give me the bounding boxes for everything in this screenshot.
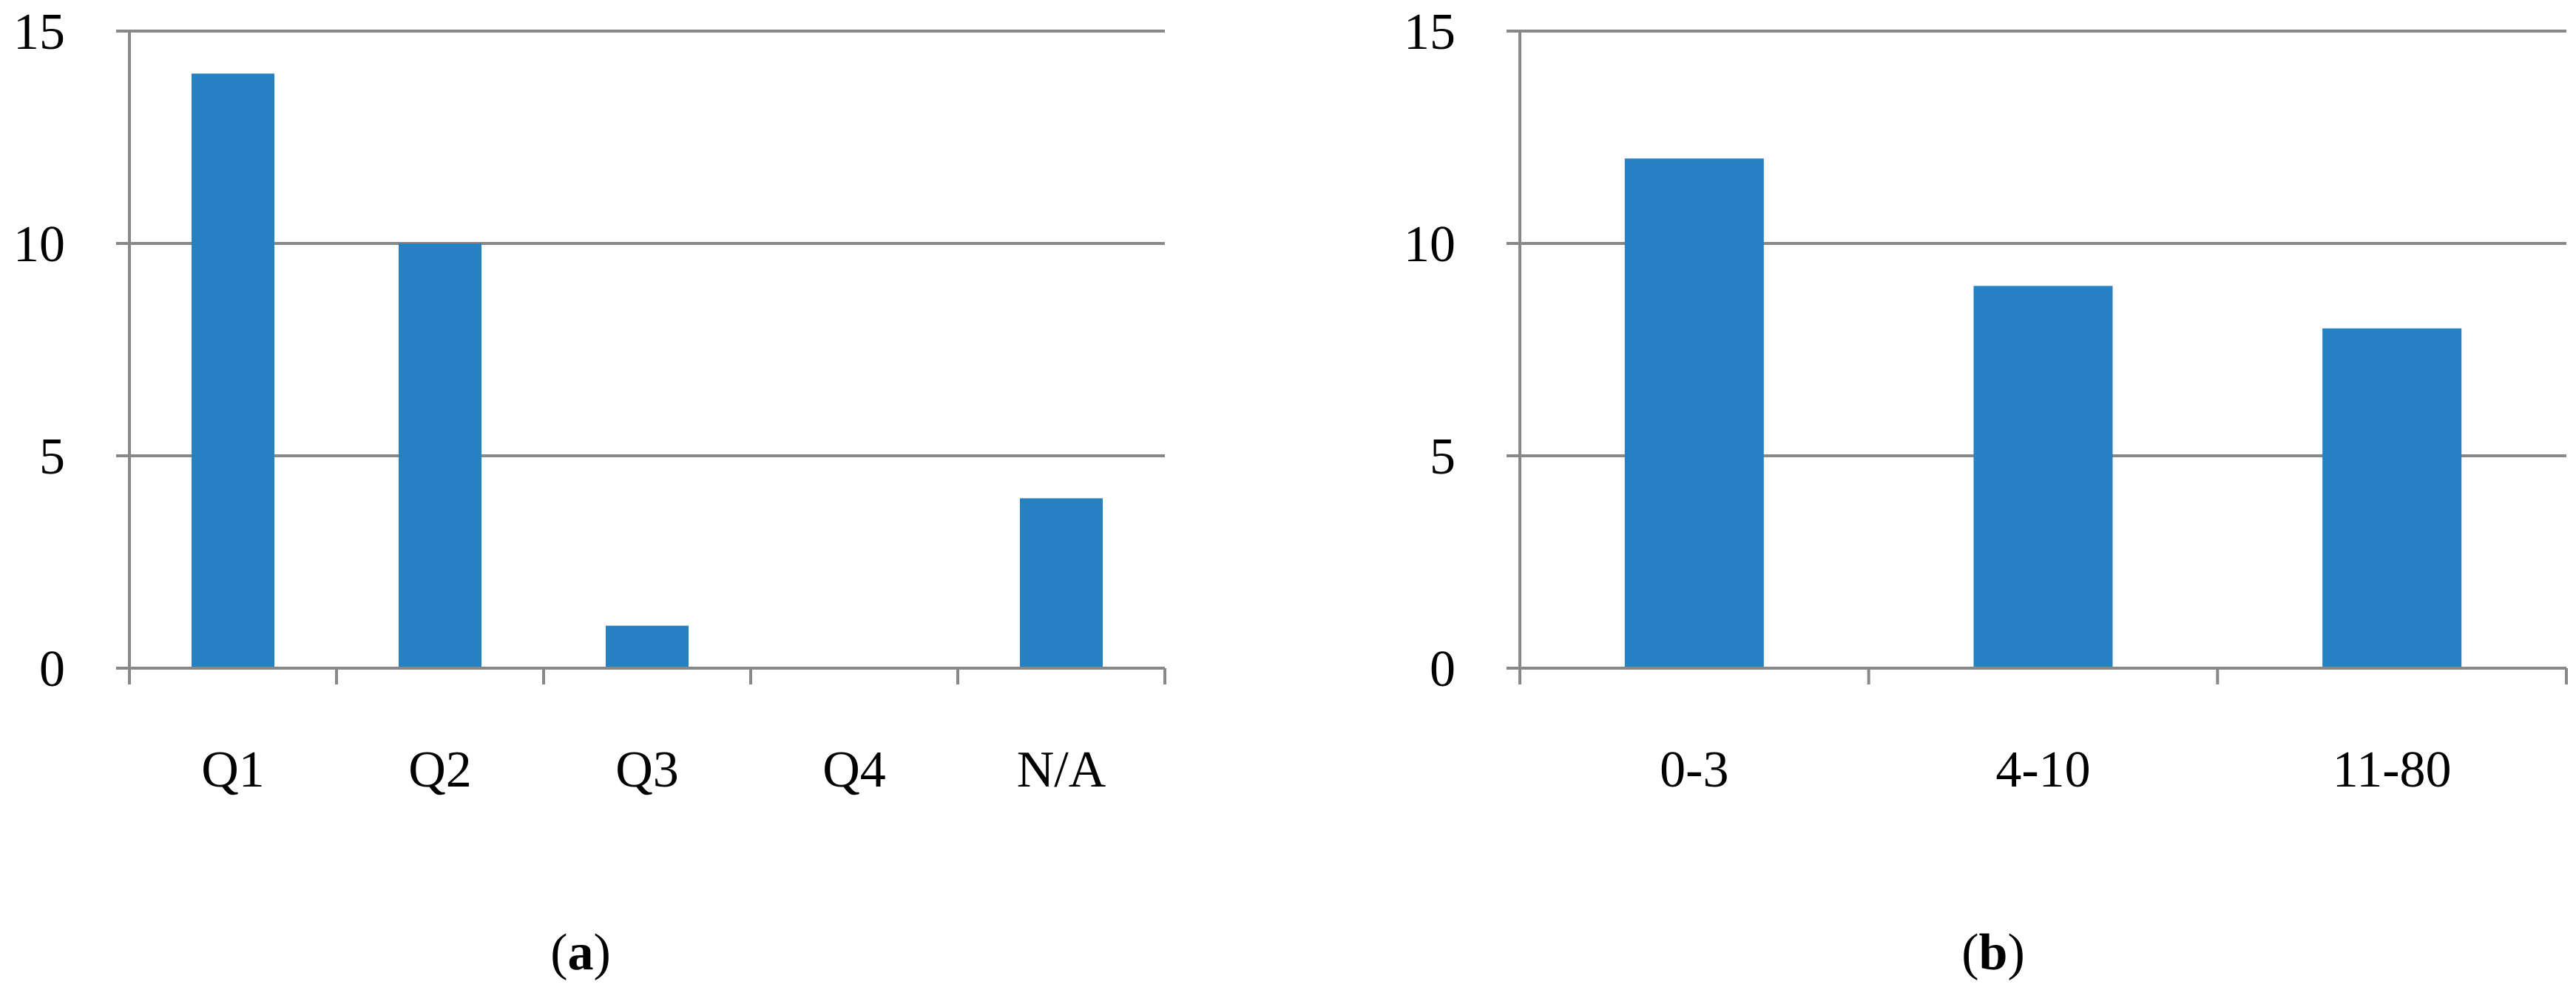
- chart-a-category-label-1: Q2: [408, 741, 472, 798]
- chart-b-y-tick-label-3: 15: [1404, 4, 1456, 61]
- chart-b-y-tick-label-0: 0: [1430, 641, 1456, 698]
- chart-a-y-tick-label-0: 0: [39, 641, 65, 698]
- chart-b-y-tick-label-2: 10: [1404, 216, 1456, 273]
- chart-b-bar-2: [2322, 328, 2462, 668]
- chart-b-bar-0: [1624, 158, 1764, 668]
- chart-a-bar-2: [606, 625, 689, 668]
- chart-a-category-label-4: N/A: [1017, 741, 1106, 798]
- chart-a-panel-label-letter: a: [568, 924, 594, 981]
- chart-a: 0 5 10 15 Q1 Q2 Q3 Q4 N/A (a): [13, 4, 1166, 981]
- chart-a-y-tick-label-3: 15: [13, 4, 65, 61]
- chart-b-panel-label-letter: b: [1979, 924, 2008, 981]
- chart-b-panel-label: (b): [1961, 924, 2025, 981]
- chart-b-panel-label-close: ): [2007, 924, 2024, 981]
- chart-a-y-tick-label-2: 10: [13, 216, 65, 273]
- chart-b-category-label-0: 0-3: [1660, 741, 1728, 798]
- chart-a-bar-0: [192, 73, 274, 668]
- chart-b-category-label-1: 4-10: [1995, 741, 2090, 798]
- chart-a-panel-label: (a): [550, 924, 611, 981]
- chart-a-category-label-0: Q1: [201, 741, 265, 798]
- chart-b: 0 5 10 15 0-3 4-10 11-80 (b): [1404, 4, 2568, 981]
- chart-a-panel-label-open: (: [550, 924, 567, 981]
- chart-b-panel-label-open: (: [1961, 924, 1978, 981]
- chart-b-y-tick-label-1: 5: [1430, 428, 1456, 485]
- chart-b-bar-1: [1973, 286, 2113, 668]
- chart-a-panel-label-close: ): [594, 924, 611, 981]
- chart-a-category-label-2: Q3: [615, 741, 679, 798]
- chart-a-category-label-3: Q4: [822, 741, 886, 798]
- chart-a-y-tick-label-1: 5: [39, 428, 65, 485]
- chart-a-bar-1: [399, 243, 481, 668]
- chart-a-bar-4: [1020, 498, 1103, 668]
- chart-b-category-label-2: 11-80: [2333, 741, 2452, 798]
